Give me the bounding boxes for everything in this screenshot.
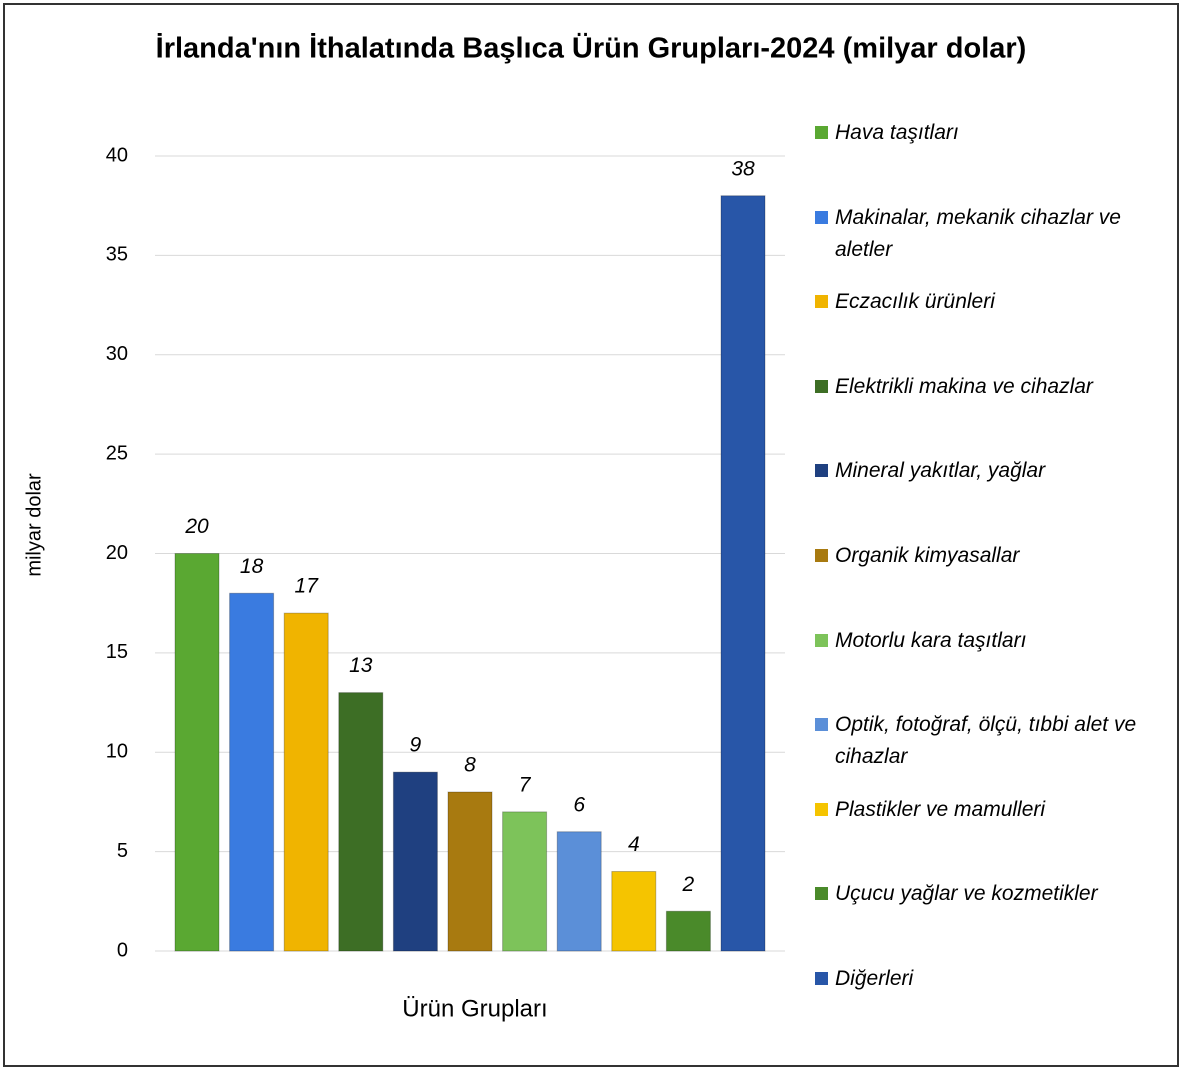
- y-tick-label: 10: [106, 741, 128, 763]
- legend-label: Uçucu yağlar ve kozmetikler: [835, 882, 1098, 906]
- legend-label: Optik, fotoğraf, ölçü, tıbbi alet ve cih…: [835, 713, 1137, 769]
- legend-swatch: [815, 210, 828, 224]
- bar: [665, 910, 711, 952]
- chart-title: İrlanda'nın İthalatında Başlıca Ürün Gru…: [156, 32, 1027, 65]
- legend-swatch: [815, 126, 828, 139]
- bar: [338, 692, 384, 952]
- legend-swatch: [815, 802, 828, 816]
- data-label: 6: [573, 793, 585, 816]
- legend-swatch: [815, 887, 828, 901]
- y-tick-label: 40: [106, 144, 128, 166]
- legend-label: Motorlu kara taşıtları: [835, 628, 1027, 652]
- data-label: 8: [464, 754, 476, 777]
- legend-label: Organik kimyasallar: [835, 544, 1020, 567]
- data-label: 9: [410, 734, 422, 757]
- data-label: 2: [682, 873, 695, 896]
- y-tick-label: 5: [117, 840, 128, 862]
- data-label: 17: [295, 575, 320, 598]
- legend-label: Eczacılık ürünleri: [835, 290, 995, 314]
- y-tick-label: 0: [117, 939, 128, 961]
- legend-swatch: [815, 379, 828, 393]
- y-axis-title: milyar dolar: [23, 473, 45, 577]
- bar: [283, 612, 329, 952]
- legend-swatch: [815, 464, 828, 478]
- y-tick-label: 30: [106, 343, 128, 365]
- bar: [720, 195, 766, 952]
- data-label: 20: [184, 515, 209, 538]
- legend-swatch: [815, 718, 828, 732]
- y-tick-label: 15: [106, 641, 128, 663]
- legend-swatch: [815, 295, 828, 309]
- bar: [556, 831, 602, 952]
- legend-label: Diğerleri: [835, 967, 914, 990]
- bar: [229, 592, 275, 952]
- data-label: 13: [349, 654, 373, 677]
- y-tick-label: 20: [106, 542, 128, 564]
- frame: [3, 3, 1179, 1067]
- data-label: 7: [519, 773, 532, 796]
- data-label: 18: [240, 555, 264, 578]
- y-tick-label: 25: [106, 442, 128, 464]
- bar: [611, 871, 657, 952]
- data-label: 38: [731, 157, 755, 180]
- legend-swatch: [815, 549, 828, 562]
- legend-label: Elektrikli makina ve cihazlar: [835, 374, 1093, 398]
- legend-label: Mineral yakıtlar, yağlar: [835, 459, 1046, 483]
- bar: [447, 791, 493, 952]
- y-tick-label: 35: [106, 244, 128, 266]
- legend-label: Plastikler ve mamulleri: [835, 797, 1046, 821]
- legend-swatch: [815, 972, 828, 985]
- legend-swatch: [815, 633, 828, 647]
- x-axis-title: Ürün Grupları: [402, 995, 547, 1022]
- bar: [392, 771, 438, 952]
- bar: [502, 811, 548, 952]
- legend-label: Hava taşıtları: [835, 121, 959, 144]
- legend-label: Makinalar, mekanik cihazlar ve aletler: [835, 205, 1121, 261]
- data-label: 4: [628, 833, 640, 856]
- bar: [174, 553, 220, 952]
